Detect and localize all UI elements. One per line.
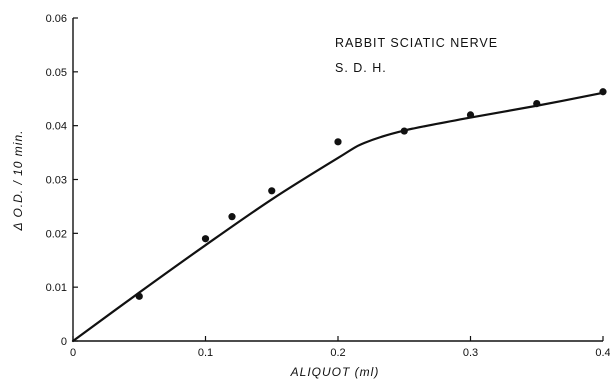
y-tick-label: 0.05 (46, 67, 67, 79)
y-tick-label: 0.01 (46, 282, 67, 294)
data-point (533, 99, 541, 108)
data-point (268, 187, 276, 195)
data-point (400, 127, 408, 135)
data-point (334, 138, 342, 146)
y-tick-label: 0 (61, 336, 67, 348)
x-tick-label: 0.2 (330, 347, 345, 359)
x-tick-label: 0.4 (595, 347, 610, 359)
annotation-title: RABBIT SCIATIC NERVE (335, 36, 498, 50)
data-points (135, 88, 607, 300)
x-tick-label: 0.1 (198, 347, 213, 359)
x-tick-label: 0.3 (463, 347, 478, 359)
data-point (466, 111, 475, 119)
fit-curve-group (71, 91, 605, 343)
data-point (201, 235, 210, 243)
y-tick-label: 0.04 (46, 121, 67, 133)
data-point (228, 213, 236, 221)
annotation-subtitle: S. D. H. (335, 61, 387, 75)
data-point (135, 292, 143, 300)
data-point (599, 88, 607, 96)
x-axis-label: ALIQUOT (ml) (290, 365, 380, 379)
y-axis-label: Δ O.D. / 10 min. (11, 130, 25, 232)
x-tick-label: 0 (70, 347, 76, 359)
ticks: 0 0.1 0.2 0.3 0.4 0 0.01 0.02 0.03 0.04 0.05 0.06 (46, 13, 610, 359)
y-tick-label: 0.02 (46, 228, 67, 240)
y-tick-label: 0.03 (46, 175, 67, 187)
fit-curve (71, 91, 605, 343)
y-tick-label: 0.06 (46, 13, 67, 25)
